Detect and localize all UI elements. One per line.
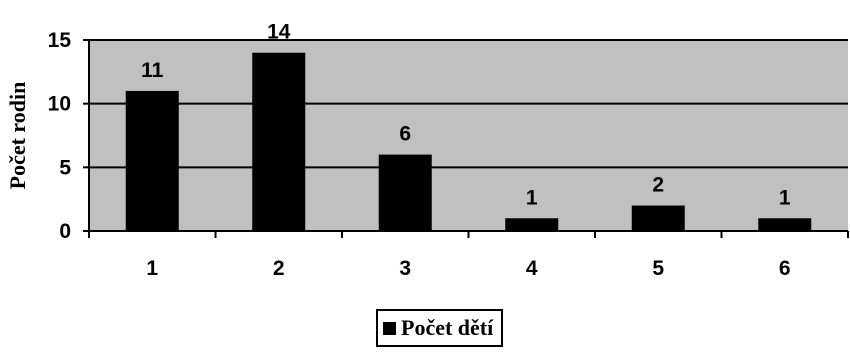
data-label: 6	[399, 123, 411, 146]
y-axis-title: Počet rodin	[5, 82, 30, 190]
x-tick-label: 1	[146, 257, 158, 280]
bar	[758, 218, 812, 231]
legend-swatch	[383, 321, 396, 335]
x-tick-label: 2	[273, 257, 285, 280]
y-tick-label: 0	[59, 220, 71, 243]
x-tick-label: 6	[779, 257, 791, 280]
plot-area	[89, 40, 848, 231]
data-label: 2	[652, 174, 664, 197]
axes	[83, 39, 849, 238]
bar	[252, 52, 306, 231]
x-tick-label: 4	[526, 257, 538, 280]
x-tick-label: 3	[399, 257, 411, 280]
x-tick-label: 5	[652, 257, 664, 280]
bars	[125, 52, 812, 231]
bar	[505, 218, 559, 231]
gridlines	[89, 39, 848, 169]
data-label: 14	[267, 21, 291, 44]
data-label: 1	[526, 186, 538, 209]
y-tick-label: 5	[59, 156, 71, 179]
data-label: 1	[779, 186, 791, 209]
y-tick-label: 10	[48, 93, 71, 116]
legend-label: Počet dětí	[401, 315, 494, 340]
y-tick-label: 15	[48, 29, 72, 52]
bar	[631, 205, 685, 231]
bar	[378, 154, 432, 231]
bar	[125, 90, 179, 231]
legend: Počet dětí	[376, 309, 504, 347]
data-label: 11	[141, 59, 164, 82]
